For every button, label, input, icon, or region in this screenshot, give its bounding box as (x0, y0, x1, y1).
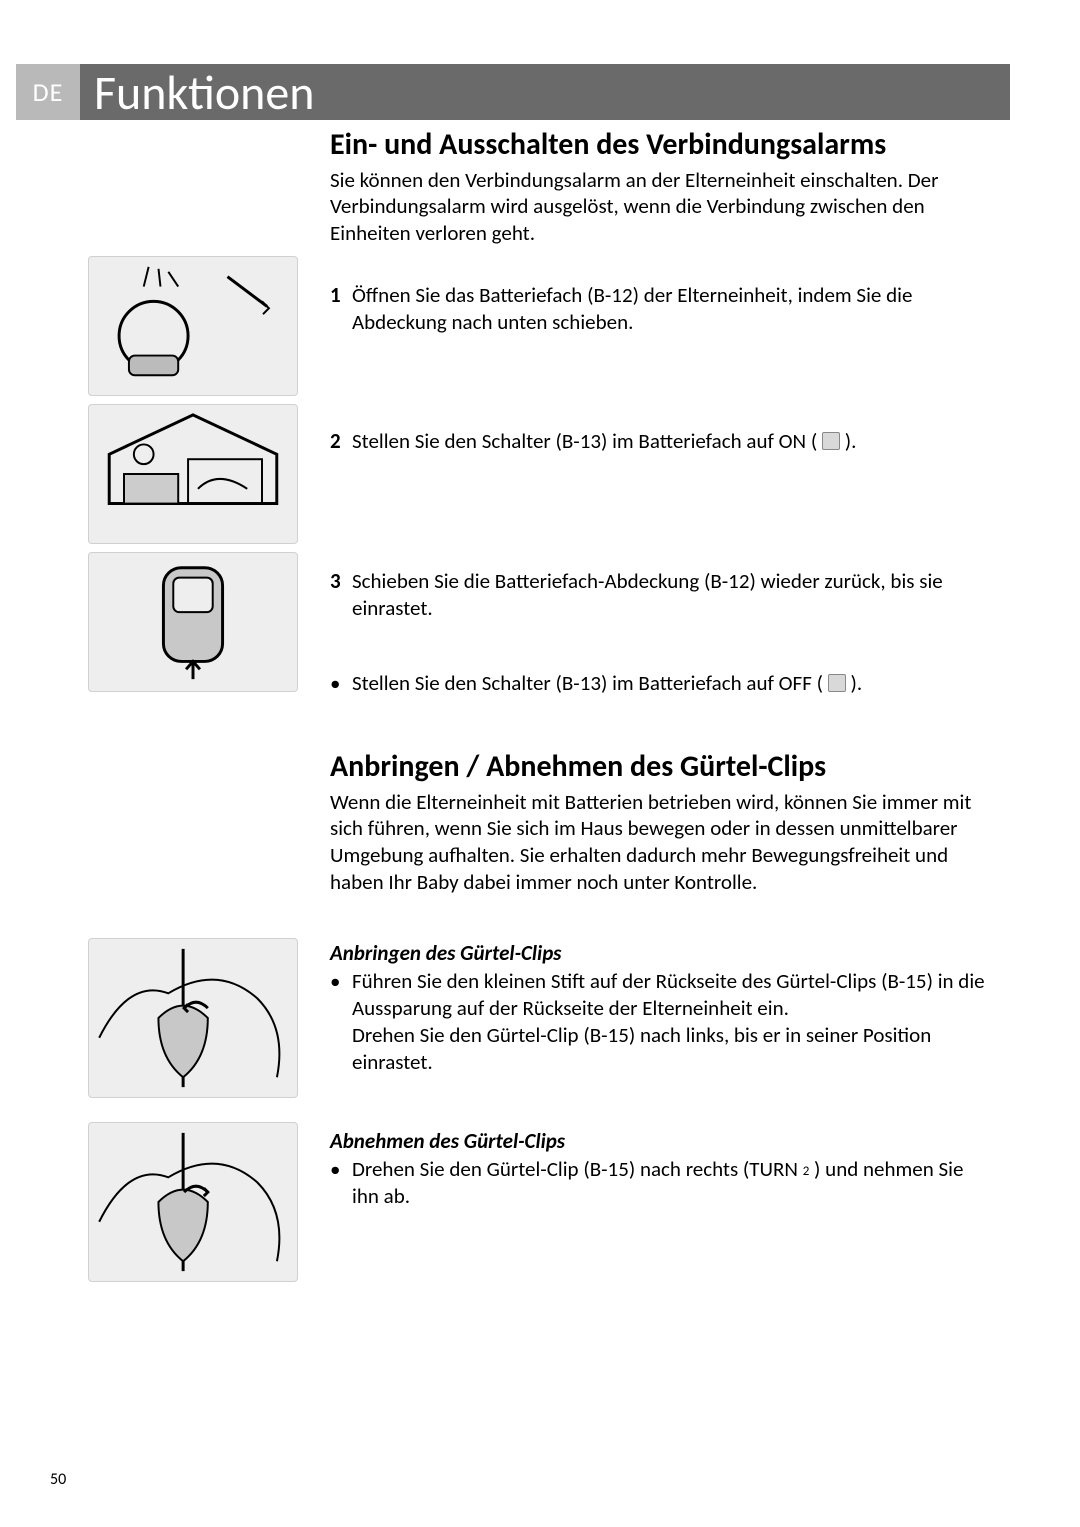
language-badge: DE (16, 64, 80, 120)
bullet-text: Stellen Sie den Schalter (B-13) im Batte… (352, 670, 990, 697)
sub1-line2: Drehen Sie den Gürtel-Clip (B-15) nach l… (352, 1022, 931, 1075)
step-2: 2 Stellen Sie den Schalter (B-13) im Bat… (330, 428, 990, 455)
sub1-bullet: • Führen Sie den kleinen Stift auf der R… (330, 968, 990, 1076)
step-3: 3 Schieben Sie die Batteriefach-Abdeckun… (330, 568, 990, 622)
page-title: Funktionen (88, 63, 314, 122)
step-number: 3 (330, 568, 352, 622)
step-number: 2 (330, 428, 352, 455)
step-1: 1 Öffnen Sie das Batteriefach (B-12) der… (330, 282, 990, 336)
step2-text-post: ). (845, 428, 857, 454)
bullet-text: Drehen Sie den Gürtel-Clip (B-15) nach r… (352, 1156, 990, 1210)
sub2-pre: Drehen Sie den Gürtel-Clip (B-15) nach r… (352, 1156, 798, 1182)
off-text-post: ). (850, 670, 862, 696)
illustration-detach-clip (88, 1122, 298, 1282)
page-number: 50 (50, 1470, 66, 1489)
illustration-open-battery (88, 256, 298, 396)
off-icon (828, 674, 846, 692)
page-header: DE Funktionen (16, 64, 1010, 120)
bullet-marker: • (330, 670, 352, 697)
illustration-switch-on (88, 404, 298, 544)
bullet-off: • Stellen Sie den Schalter (B-13) im Bat… (330, 670, 990, 697)
section1-intro: Sie können den Verbindungsalarm an der E… (330, 167, 990, 248)
step-number: 1 (330, 282, 352, 336)
step-text: Öffnen Sie das Batteriefach (B-12) der E… (352, 282, 990, 336)
bullet-text: Führen Sie den kleinen Stift auf der Rüc… (352, 968, 990, 1076)
sub2-bullet: • Drehen Sie den Gürtel-Clip (B-15) nach… (330, 1156, 990, 1210)
section2-intro: Wenn die Elterneinheit mit Batterien bet… (330, 789, 990, 897)
bullet-marker: • (330, 1156, 352, 1210)
sub1-line1: Führen Sie den kleinen Stift auf der Rüc… (352, 968, 985, 1021)
sub1-heading: Anbringen des Gürtel-Clips (330, 940, 990, 966)
off-text-pre: Stellen Sie den Schalter (B-13) im Batte… (352, 670, 823, 696)
section1-heading: Ein- und Ausschalten des Verbindungsalar… (330, 128, 990, 163)
illustration-attach-clip (88, 938, 298, 1098)
bullet-marker: • (330, 968, 352, 1076)
step2-text-pre: Stellen Sie den Schalter (B-13) im Batte… (352, 428, 817, 454)
illustration-close-battery (88, 552, 298, 692)
sub2-heading: Abnehmen des Gürtel-Clips (330, 1128, 990, 1154)
turn-glyph: 2 (803, 1164, 810, 1181)
step-text: Schieben Sie die Batteriefach-Abdeckung … (352, 568, 990, 622)
step-text: Stellen Sie den Schalter (B-13) im Batte… (352, 428, 990, 455)
section2-heading: Anbringen / Abnehmen des Gürtel-Clips (330, 750, 990, 785)
on-icon (822, 432, 840, 450)
